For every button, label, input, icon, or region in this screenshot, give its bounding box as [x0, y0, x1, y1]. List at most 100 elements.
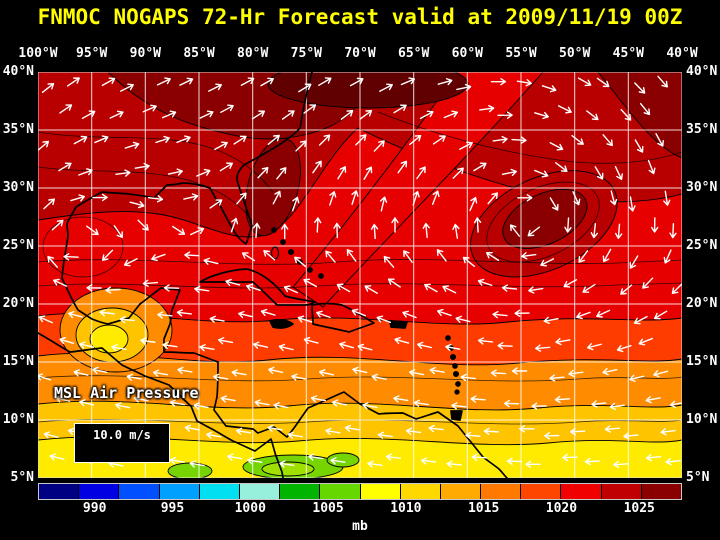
wind-arrow — [645, 453, 662, 462]
wind-arrow — [120, 83, 134, 92]
wind-arrow — [318, 369, 335, 377]
wind-arrow — [397, 160, 408, 174]
wind-arrow — [483, 427, 500, 436]
colorbar-unit: mb — [352, 519, 368, 534]
wind-arrow — [549, 142, 564, 151]
wind-arrow — [549, 374, 565, 382]
island-jamaica — [269, 318, 294, 329]
wind-arrow — [254, 399, 270, 407]
wind-arrow — [233, 135, 247, 145]
wind-arrow — [298, 83, 312, 93]
wind-arrow — [462, 256, 476, 268]
wind-arrow — [428, 424, 444, 433]
wind-arrow — [78, 168, 93, 176]
wind-arrow — [506, 457, 523, 465]
wind-arrow — [273, 402, 289, 410]
wind-scale-value: 10.0 m/s — [93, 428, 151, 442]
wind-arrow — [101, 249, 114, 261]
colorbar-segment — [400, 484, 441, 499]
wind-arrow — [352, 366, 368, 374]
wind-arrow — [312, 160, 322, 174]
colorbar-tick-label: 1025 — [623, 501, 655, 516]
island-bahamas — [318, 273, 324, 279]
wind-arrow — [218, 337, 234, 345]
wind-arrow — [671, 282, 682, 295]
wind-arrow — [519, 425, 535, 433]
wind-arrow — [534, 111, 549, 120]
wind-scale-legend: 10.0 m/s — [74, 423, 170, 463]
wind-arrow — [534, 169, 549, 178]
wind-arrow — [351, 308, 366, 317]
wind-arrow — [490, 78, 507, 86]
wind-arrow — [263, 250, 276, 261]
wind-arrow — [613, 460, 629, 469]
wind-arrow — [451, 402, 467, 410]
lat-tick-label-right: 30°N — [686, 180, 718, 195]
lat-tick-label-left: 10°N — [2, 412, 34, 427]
wind-arrow — [455, 315, 471, 323]
wind-arrow — [477, 278, 493, 287]
wind-arrow — [267, 134, 280, 146]
wind-arrow — [209, 315, 225, 324]
colorbar-segment — [79, 484, 120, 499]
wind-arrow — [452, 223, 460, 240]
wind-arrow — [486, 252, 500, 262]
wind-arrow — [220, 395, 236, 403]
wind-arrow — [568, 369, 584, 378]
wind-arrow — [161, 110, 177, 119]
wind-arrow — [199, 344, 215, 352]
wind-arrow — [492, 135, 508, 144]
lon-tick-label: 65°W — [398, 46, 430, 61]
coastline-hispaniola — [311, 302, 375, 333]
wind-arrow — [456, 83, 472, 92]
wind-arrow — [578, 250, 589, 263]
wind-arrow — [126, 373, 142, 381]
page-title: FNMOC NOGAPS 72-Hr Forecast valid at 200… — [37, 5, 683, 29]
wind-arrow — [367, 460, 383, 468]
wind-arrow — [73, 369, 89, 377]
wind-arrow — [429, 366, 445, 375]
wind-arrow — [189, 460, 205, 468]
colorbar-segment — [601, 484, 642, 499]
wind-arrow — [276, 167, 287, 180]
wind-arrow — [43, 198, 55, 210]
lon-tick-label: 75°W — [290, 46, 322, 61]
wind-arrow — [460, 373, 476, 382]
lon-tick-label: 95°W — [76, 46, 108, 61]
wind-arrow — [409, 134, 422, 146]
wind-arrow — [655, 133, 664, 147]
pressure-map-canvas — [38, 72, 682, 478]
wind-arrow — [240, 77, 255, 86]
island-antilles — [454, 389, 460, 395]
wind-arrow — [614, 165, 623, 181]
wind-arrow — [628, 196, 636, 212]
wind-arrow — [177, 366, 193, 375]
wind-arrow — [92, 193, 108, 202]
wind-arrow — [370, 223, 379, 240]
lon-tick-label: 55°W — [505, 46, 537, 61]
wind-arrow — [167, 168, 183, 176]
wind-arrow — [416, 166, 426, 180]
wind-arrow — [620, 108, 632, 121]
wind-arrow — [176, 309, 193, 317]
wind-arrow — [297, 315, 313, 323]
wind-arrow — [151, 253, 166, 262]
wind-arrow — [70, 194, 86, 202]
wind-arrow — [405, 427, 422, 435]
wind-arrow — [503, 399, 520, 408]
wind-arrow — [620, 284, 633, 295]
lat-tick-label-right: 20°N — [686, 296, 718, 311]
wind-arrow — [156, 77, 171, 86]
wind-arrow — [113, 225, 123, 239]
wind-arrow — [43, 431, 59, 439]
wind-arrow — [604, 425, 621, 433]
wind-arrow — [615, 223, 623, 239]
wind-arrow — [629, 255, 639, 269]
wind-arrow — [79, 399, 95, 407]
wind-arrow — [584, 457, 601, 466]
wind-arrow — [586, 110, 599, 121]
lon-tick-label: 100°W — [18, 46, 58, 61]
wind-arrow — [355, 134, 367, 146]
wind-arrow — [38, 373, 52, 381]
wind-arrow — [246, 283, 261, 292]
